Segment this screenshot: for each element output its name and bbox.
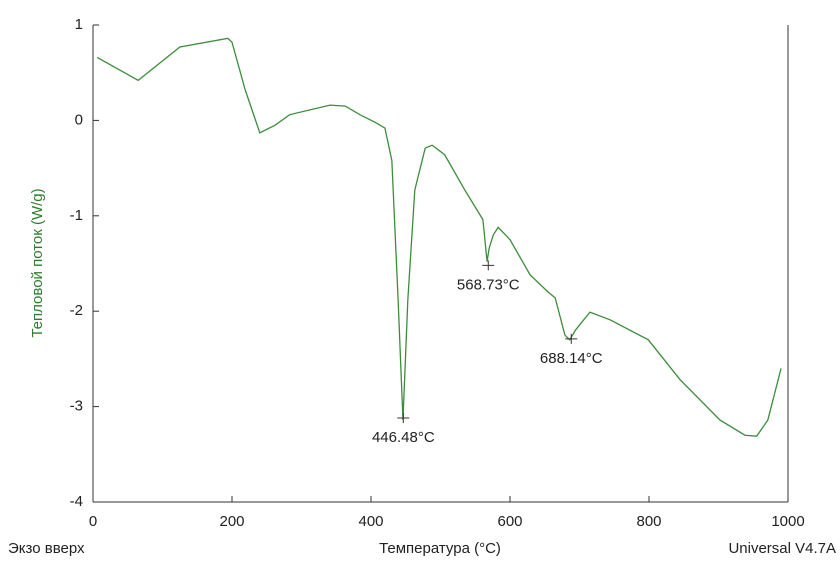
- data-line: [96, 37, 782, 437]
- y-tick-label: -3: [70, 398, 83, 415]
- annotation-label: 568.73°C: [457, 276, 520, 293]
- annotation-marker: [565, 333, 578, 344]
- y-axis-label: Тепловой поток (W/g): [29, 188, 46, 337]
- x-tick-label: 0: [89, 513, 97, 530]
- x-axis-label: Температура (°C): [379, 540, 501, 557]
- annotation-marker: [482, 260, 495, 271]
- y-tick-label: -4: [70, 493, 83, 510]
- corner-left-label: Экзо вверх: [8, 540, 85, 557]
- annotation-label: 446.48°C: [372, 429, 435, 446]
- x-tick-label: 1000: [771, 513, 804, 530]
- annotation-label: 688.14°C: [540, 350, 603, 367]
- y-tick-label: -2: [70, 302, 83, 319]
- x-tick-label: 200: [219, 513, 244, 530]
- y-tick-label: 1: [75, 16, 83, 33]
- annotation-marker: [397, 413, 410, 424]
- y-tick-label: -1: [70, 207, 83, 224]
- x-tick-label: 600: [497, 513, 522, 530]
- y-tick-label: 0: [75, 111, 83, 128]
- corner-right-label: Universal V4.7A: [728, 540, 836, 557]
- x-tick-label: 400: [358, 513, 383, 530]
- x-tick-label: 800: [636, 513, 661, 530]
